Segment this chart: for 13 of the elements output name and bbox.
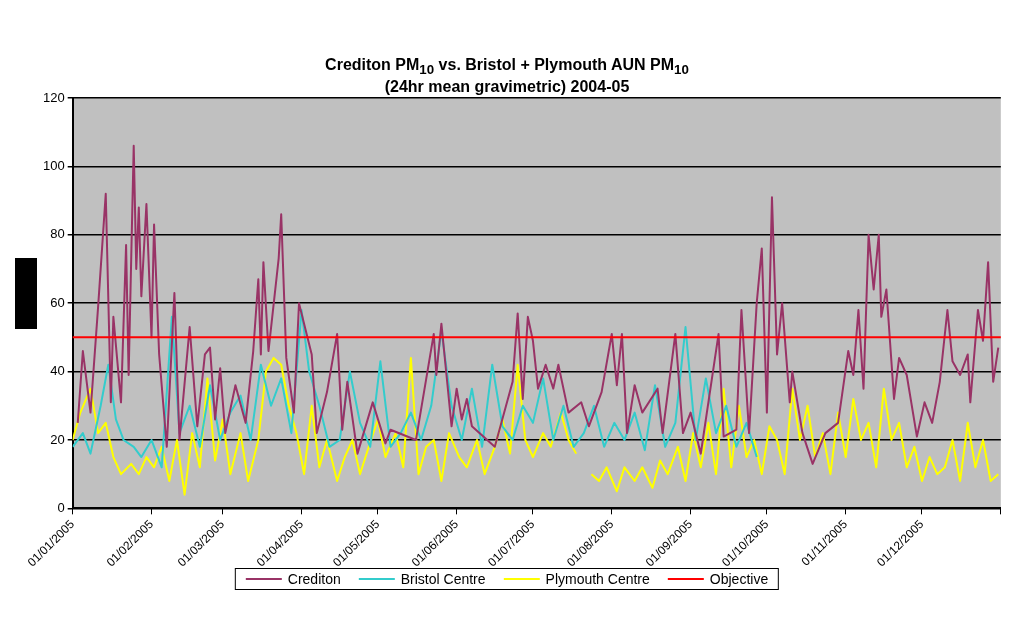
y-tick-label: 60 [50, 294, 65, 310]
legend-label: Objective [709, 571, 769, 587]
y-tick-label: 100 [42, 157, 65, 173]
y-tick-label: 40 [50, 363, 65, 379]
y-tick-label: 120 [42, 89, 65, 105]
y-tick-label: 0 [57, 499, 65, 515]
y-tick-label: 80 [50, 226, 65, 242]
chart-title: Crediton PM$_{10}$ vs. Bristol + Plymouth AUN PM$_{10}$ [324, 56, 690, 80]
y-tick-label: 20 [50, 431, 65, 447]
legend-label: Bristol Centre [400, 571, 486, 587]
chart-subtitle: (24hr mean gravimetric) 2004-05 [384, 78, 630, 95]
legend-label: Plymouth Centre [545, 571, 650, 587]
legend-label: Crediton [287, 571, 341, 587]
